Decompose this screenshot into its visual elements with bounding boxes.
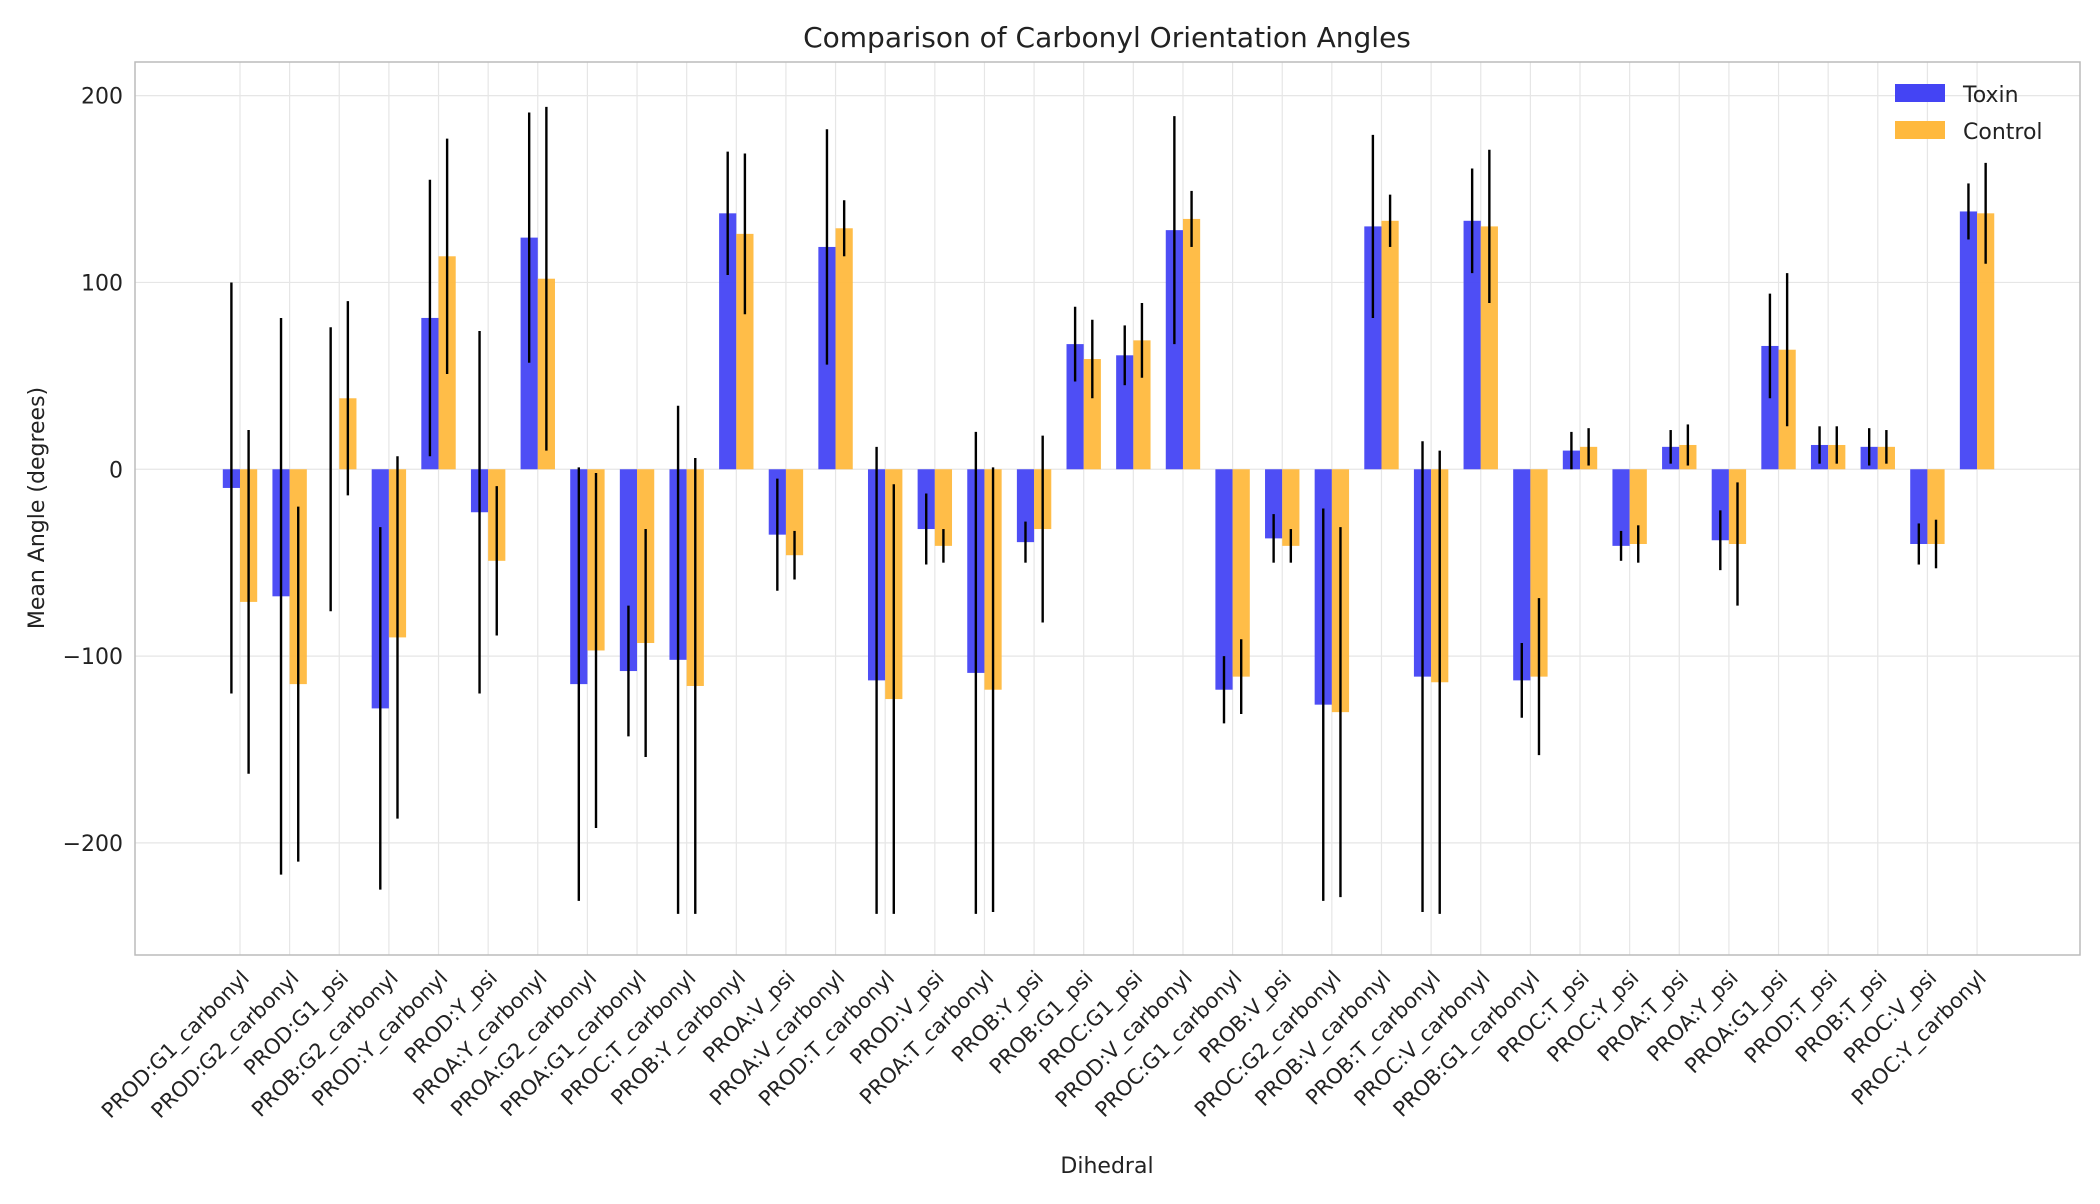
bar-control (1232, 469, 1250, 677)
y-tick-label: −200 (63, 832, 123, 857)
bar-control (1133, 340, 1151, 470)
legend-label-toxin: Toxin (1962, 83, 2019, 108)
y-tick-label: 200 (81, 85, 123, 110)
legend-swatch-toxin (1895, 84, 1945, 102)
bar-toxin (1364, 226, 1382, 470)
bar-control (736, 233, 754, 470)
bar-toxin (1910, 469, 1928, 544)
y-tick-label: −100 (63, 645, 123, 670)
bar-control (1083, 359, 1101, 470)
plot-background (135, 62, 2080, 955)
bar-toxin (1959, 211, 1978, 470)
bar-toxin (719, 213, 737, 470)
bar-control (1629, 469, 1647, 544)
y-axis-label: Mean Angle (degrees) (25, 387, 50, 629)
bar-toxin (619, 469, 638, 672)
bar-toxin (1215, 469, 1233, 690)
bar-control (1381, 220, 1399, 470)
y-tick-label: 0 (109, 458, 123, 483)
bar-toxin (1265, 469, 1283, 539)
bar-control (835, 228, 853, 470)
legend: Toxin Control (1895, 83, 2043, 145)
legend-swatch-control (1895, 121, 1945, 139)
bar-toxin (1612, 469, 1630, 546)
bar-toxin (1016, 469, 1035, 543)
y-tick-label: 100 (81, 271, 123, 296)
legend-label-control: Control (1963, 120, 2043, 145)
bar-toxin (1513, 469, 1531, 681)
bar-toxin (1066, 344, 1084, 470)
error-bars-layer (230, 106, 1987, 914)
bar-control (1927, 469, 1945, 544)
bar-toxin (1165, 230, 1183, 470)
plot-frame (134, 61, 2081, 956)
bar-toxin (1463, 220, 1481, 470)
bar-control (785, 469, 804, 556)
bar-control (1977, 213, 1995, 470)
chart-title: Comparison of Carbonyl Orientation Angle… (803, 21, 1411, 54)
bar-control (934, 469, 953, 546)
bar-toxin (1761, 345, 1779, 470)
bar-control (1480, 226, 1498, 470)
x-tick-labels: PROD:G1_carbonylPROD:G2_carbonylPROD:G1_… (97, 966, 1992, 1124)
bar-control (1530, 469, 1548, 677)
bar-control (1282, 469, 1300, 546)
x-axis-label: Dihedral (1060, 1154, 1153, 1179)
bars-layer (222, 211, 1995, 713)
bar-control (1182, 218, 1201, 470)
bar-toxin (1711, 469, 1729, 541)
y-tick-labels: −200 −100 0 100 200 (63, 85, 123, 857)
bar-toxin (1116, 355, 1134, 470)
